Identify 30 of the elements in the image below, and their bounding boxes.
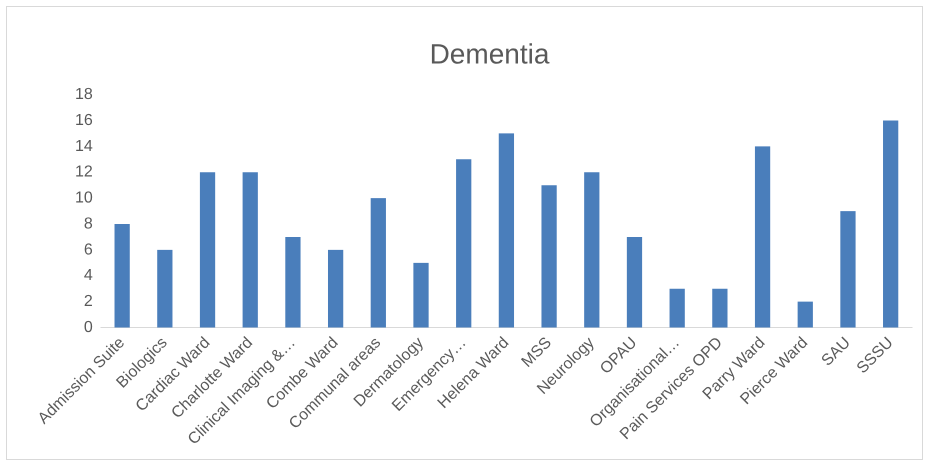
y-tick-label: 18 bbox=[75, 86, 93, 104]
bar bbox=[285, 236, 301, 328]
y-tick-label: 2 bbox=[84, 293, 93, 310]
bar bbox=[754, 146, 770, 328]
bar bbox=[370, 198, 386, 328]
bar bbox=[157, 250, 172, 328]
bar bbox=[712, 288, 728, 328]
bar bbox=[798, 302, 813, 328]
y-tick-label: 14 bbox=[75, 138, 93, 155]
y-tick-label: 0 bbox=[84, 318, 93, 336]
bar bbox=[200, 172, 216, 328]
bar bbox=[840, 211, 856, 328]
bar bbox=[242, 172, 258, 328]
bar bbox=[626, 236, 642, 328]
bar bbox=[498, 133, 514, 328]
y-tick-label: 6 bbox=[84, 241, 93, 258]
bar bbox=[114, 224, 130, 328]
bar bbox=[456, 159, 472, 328]
chart-title: Dementia bbox=[430, 38, 550, 70]
y-tick-label: 4 bbox=[84, 267, 93, 284]
bar bbox=[413, 262, 429, 328]
bar bbox=[584, 172, 600, 328]
y-tick-label: 16 bbox=[75, 112, 93, 129]
bar bbox=[883, 120, 898, 328]
y-tick-label: 8 bbox=[84, 215, 93, 232]
bar bbox=[541, 185, 557, 328]
y-tick-label: 10 bbox=[75, 190, 93, 207]
bar bbox=[328, 250, 344, 328]
bar bbox=[670, 288, 685, 328]
y-tick-label: 12 bbox=[75, 164, 93, 181]
